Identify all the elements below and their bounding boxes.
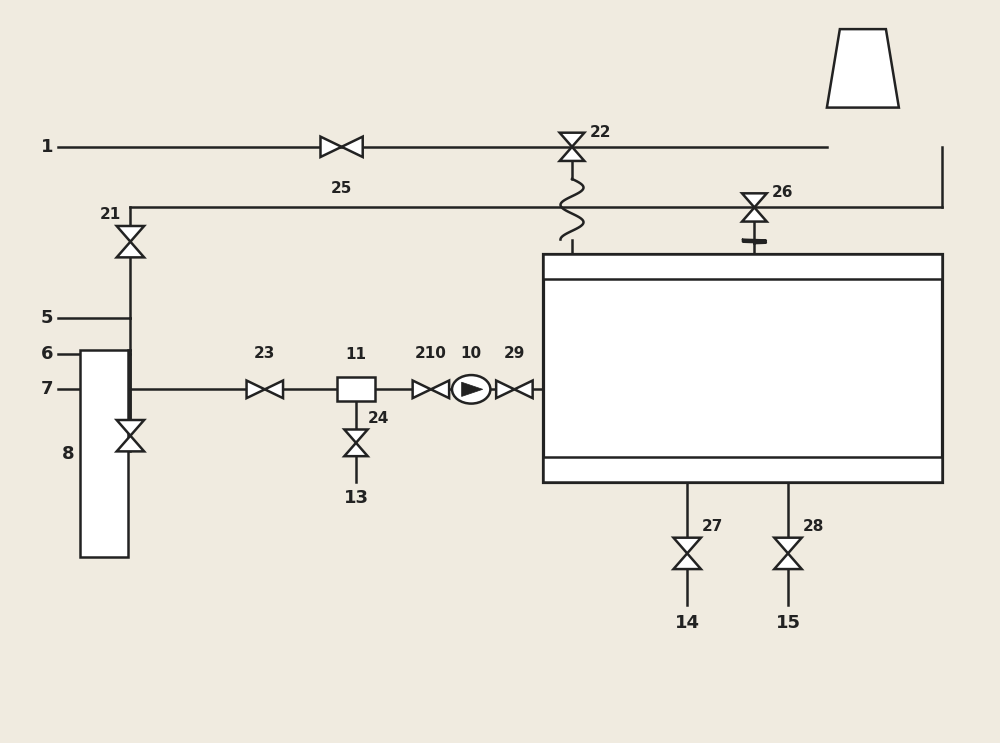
Text: 15: 15	[776, 614, 800, 632]
Text: 26: 26	[772, 185, 793, 201]
Polygon shape	[344, 443, 368, 456]
Polygon shape	[560, 147, 584, 161]
Text: 7: 7	[41, 380, 54, 398]
Polygon shape	[431, 380, 449, 398]
Text: 28: 28	[802, 519, 824, 534]
Polygon shape	[117, 420, 144, 435]
Polygon shape	[774, 554, 802, 569]
Text: 5: 5	[41, 309, 54, 327]
Bar	[337, 377, 375, 401]
Text: 25: 25	[331, 181, 352, 196]
Text: 22: 22	[589, 125, 611, 140]
Text: 3: 3	[856, 59, 870, 78]
Polygon shape	[673, 538, 701, 554]
Text: 21: 21	[100, 207, 121, 222]
Polygon shape	[673, 554, 701, 569]
Polygon shape	[462, 382, 483, 397]
Text: 24: 24	[368, 411, 389, 426]
Polygon shape	[247, 380, 265, 398]
Polygon shape	[560, 133, 584, 147]
Polygon shape	[742, 207, 767, 221]
Polygon shape	[117, 226, 144, 241]
Text: 27: 27	[702, 519, 723, 534]
Text: 8: 8	[62, 444, 75, 463]
Text: 10: 10	[461, 345, 482, 361]
Polygon shape	[342, 137, 363, 157]
Polygon shape	[344, 429, 368, 443]
Polygon shape	[413, 380, 431, 398]
Text: 1: 1	[41, 137, 54, 156]
Text: 11: 11	[346, 347, 366, 363]
Text: 210: 210	[415, 345, 447, 361]
Bar	[543, 254, 942, 279]
Text: 23: 23	[254, 345, 275, 361]
Polygon shape	[117, 241, 144, 257]
Polygon shape	[320, 137, 342, 157]
Polygon shape	[496, 380, 514, 398]
Text: 211: 211	[89, 401, 121, 416]
Polygon shape	[117, 435, 144, 452]
Text: 13: 13	[344, 489, 368, 507]
Text: 12: 12	[100, 382, 121, 397]
Polygon shape	[265, 380, 283, 398]
Bar	[543, 254, 942, 482]
Text: 29: 29	[504, 345, 525, 361]
Polygon shape	[827, 29, 899, 108]
Text: 9: 9	[748, 359, 761, 377]
Polygon shape	[514, 380, 533, 398]
Text: 14: 14	[675, 614, 700, 632]
Bar	[80, 350, 128, 557]
Polygon shape	[774, 538, 802, 554]
Polygon shape	[742, 193, 767, 207]
Text: 4: 4	[560, 267, 573, 285]
Bar	[543, 457, 942, 482]
Circle shape	[452, 375, 490, 403]
Text: 6: 6	[41, 345, 54, 363]
